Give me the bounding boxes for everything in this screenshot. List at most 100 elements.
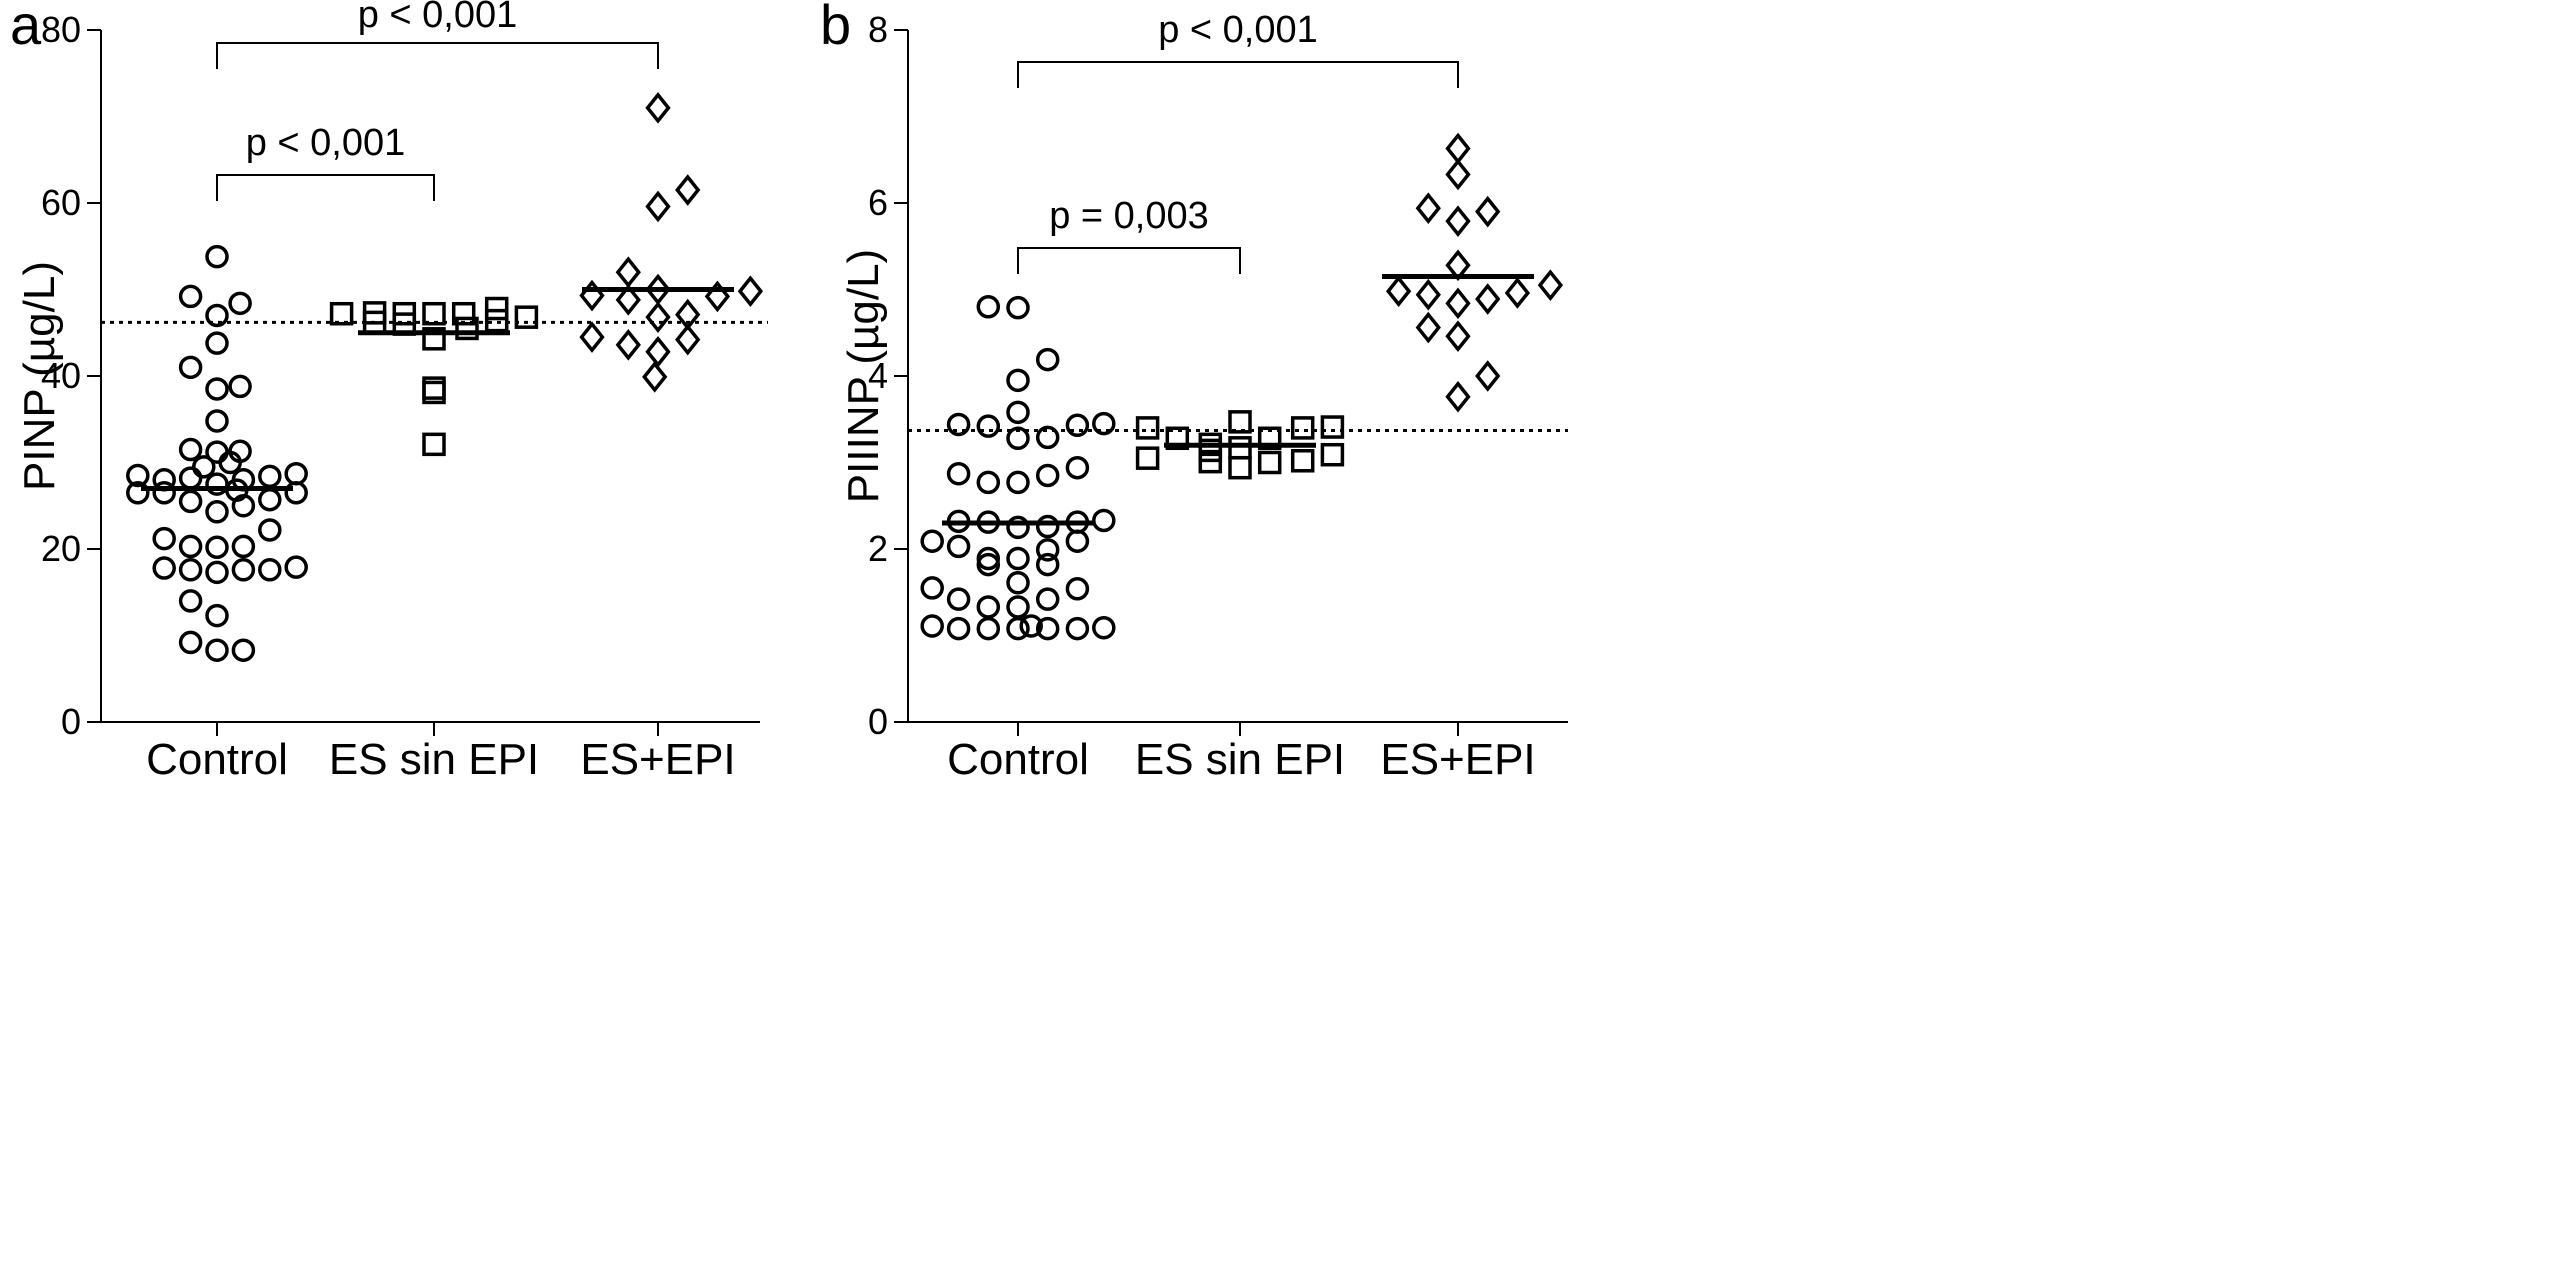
es-sin-epi-point — [1290, 449, 1315, 473]
es-epi-point — [1415, 192, 1441, 224]
y-tick-label: 8 — [868, 9, 888, 50]
es-epi-point — [579, 321, 605, 353]
control-point — [205, 500, 229, 524]
es-epi-point — [1504, 277, 1531, 309]
control-point — [228, 291, 252, 316]
control-point — [1035, 587, 1060, 611]
control-point — [258, 464, 282, 489]
es-epi-point — [675, 323, 701, 356]
control-point — [231, 558, 256, 582]
control-point — [205, 535, 229, 560]
control-point — [1006, 546, 1030, 571]
control-point — [1065, 529, 1090, 553]
es-epi-point — [615, 329, 641, 361]
control-point — [920, 614, 944, 638]
control-point — [946, 534, 971, 559]
es-epi-point — [1445, 205, 1471, 237]
control-point — [1006, 515, 1030, 540]
x-category-label: ES sin EPI — [1135, 735, 1345, 784]
control-point — [976, 470, 1001, 495]
es-sin-epi-point — [422, 432, 446, 457]
control-point — [228, 374, 252, 399]
es-sin-epi-point — [451, 301, 476, 326]
es-epi-point — [1415, 278, 1441, 311]
control-point — [284, 461, 308, 486]
control-point — [1065, 413, 1090, 438]
control-point — [178, 589, 203, 613]
control-point — [152, 481, 176, 505]
es-sin-epi-point — [1320, 442, 1345, 467]
control-point — [205, 472, 229, 496]
es-epi-point — [1385, 275, 1412, 308]
es-epi-point — [645, 335, 671, 368]
panel-a: a 0 20 40 60 80 Control ES sin EPI ES+EPI PINP (µ… — [10, 0, 768, 784]
control-point — [976, 616, 1001, 641]
es-epi-point — [1445, 132, 1471, 165]
control-point — [258, 518, 282, 542]
control-point — [231, 534, 256, 559]
control-point — [218, 450, 242, 475]
comparison-bracket — [1017, 247, 1241, 274]
es-epi-point — [645, 190, 671, 223]
y-axis-title: PINP (µg/L) — [15, 261, 64, 491]
control-point — [205, 638, 229, 662]
control-point — [284, 481, 308, 505]
es-sin-epi-point — [1135, 446, 1160, 470]
control-point — [1035, 425, 1060, 450]
es-sin-epi-point — [484, 296, 509, 321]
control-point — [1035, 616, 1060, 641]
es-epi-point — [1475, 360, 1501, 392]
es-epi-point — [615, 284, 641, 316]
control-point — [178, 466, 203, 490]
es-epi-point — [1445, 320, 1471, 353]
control-point — [946, 587, 971, 611]
es-epi-point — [1445, 380, 1471, 413]
control-point — [976, 295, 1001, 319]
comparison-bracket — [1017, 61, 1459, 88]
control-point — [205, 244, 229, 269]
control-point — [178, 630, 203, 655]
control-point — [231, 638, 256, 662]
x-category-label: Control — [947, 735, 1089, 784]
y-tick-label: 60 — [41, 182, 81, 223]
control-point — [1065, 616, 1090, 641]
control-point — [178, 355, 203, 380]
es-sin-epi-point — [514, 305, 539, 329]
es-epi-point — [642, 361, 668, 393]
es-epi-point — [1475, 195, 1501, 228]
es-sin-epi-point — [422, 380, 446, 405]
control-point — [1092, 411, 1116, 436]
es-sin-epi-point — [1320, 415, 1345, 439]
es-sin-epi-point — [484, 308, 509, 333]
es-epi-point — [645, 301, 671, 333]
control-point — [976, 414, 1001, 438]
panel-b: b 0 2 4 6 8 Control ES sin EPI ES+EPI PIIINP (µg/… — [820, 0, 1568, 784]
es-epi-point — [1445, 158, 1471, 191]
control-point — [1065, 455, 1090, 480]
y-tick-label: 20 — [41, 528, 81, 569]
control-point — [152, 526, 176, 551]
control-point — [1035, 463, 1060, 488]
control-point — [1006, 426, 1030, 451]
control-point — [1035, 538, 1060, 562]
control-point — [152, 556, 176, 580]
es-epi-point — [675, 174, 701, 206]
control-point — [1006, 400, 1030, 425]
control-point — [205, 409, 229, 433]
comparison-bracket — [216, 174, 435, 201]
x-category-label: ES+EPI — [580, 735, 735, 784]
control-point — [1065, 577, 1090, 601]
es-sin-epi-point — [1257, 450, 1282, 475]
control-point — [976, 552, 1001, 577]
control-point — [231, 494, 256, 518]
es-epi-point — [1445, 287, 1471, 320]
control-point — [205, 331, 229, 355]
control-point — [920, 576, 944, 600]
control-point — [1019, 614, 1043, 638]
control-point — [178, 437, 203, 462]
y-tick-label: 0 — [61, 701, 81, 742]
es-epi-point — [704, 280, 731, 313]
control-point — [946, 616, 971, 641]
control-point — [205, 377, 229, 401]
